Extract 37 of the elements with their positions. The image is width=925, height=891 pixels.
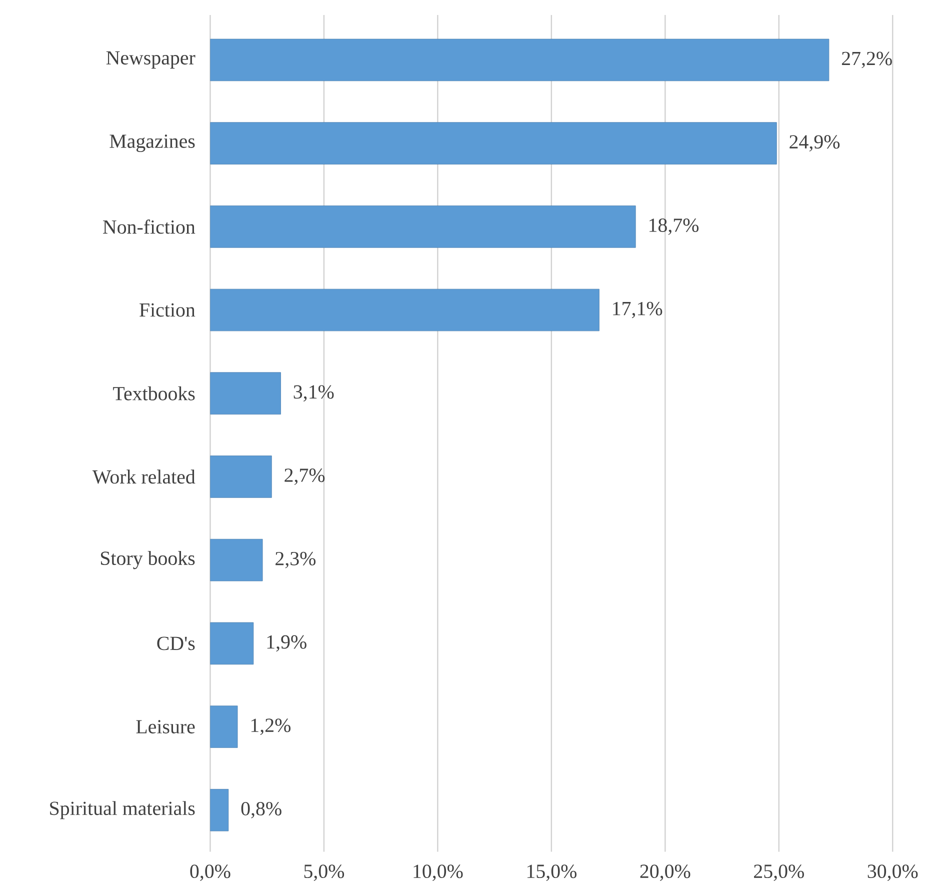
data-label: 17,1% [613, 302, 662, 318]
y-tick-label: Textbooks [113, 386, 195, 401]
data-label: 18,7% [650, 218, 699, 236]
y-tick-label: Spiritual materials [50, 801, 195, 820]
x-tick-label: 0,0% [190, 864, 230, 882]
x-tick-label: 25,0% [754, 864, 804, 882]
y-tick-label: Fiction [140, 303, 196, 317]
data-label: 1,2% [251, 718, 290, 736]
x-tick-label: 30,0% [868, 864, 918, 882]
bar [210, 122, 777, 165]
x-tick-label: 10,0% [414, 864, 463, 882]
bar [210, 539, 263, 582]
y-tick-label: Work related [92, 470, 196, 484]
y-tick-label: Leisure [136, 720, 195, 734]
x-tick-label: 5,0% [304, 864, 344, 882]
bar [210, 206, 636, 248]
data-label: 1,9% [267, 635, 306, 652]
data-label: 27,2% [842, 52, 892, 68]
x-tick-label: 20,0% [640, 864, 690, 882]
bar [210, 289, 600, 332]
data-label: 2,7% [284, 468, 325, 486]
bar [210, 39, 830, 82]
y-tick-label: Story books [100, 551, 195, 570]
bar [210, 706, 238, 748]
bar [210, 622, 254, 665]
y-tick-label: Magazines [110, 134, 195, 152]
bar [210, 789, 229, 832]
bar [210, 456, 272, 498]
x-tick-label: 15,0% [527, 864, 576, 882]
data-label: 2,3% [276, 552, 316, 568]
bar [210, 372, 281, 415]
y-tick-label: Newspaper [106, 52, 196, 69]
data-label: 3,1% [294, 385, 334, 402]
data-label: 24,9% [790, 135, 840, 152]
y-tick-label: Non-fiction [103, 220, 196, 234]
data-label: 0,8% [241, 802, 282, 818]
y-tick-label: CD's [157, 636, 195, 650]
